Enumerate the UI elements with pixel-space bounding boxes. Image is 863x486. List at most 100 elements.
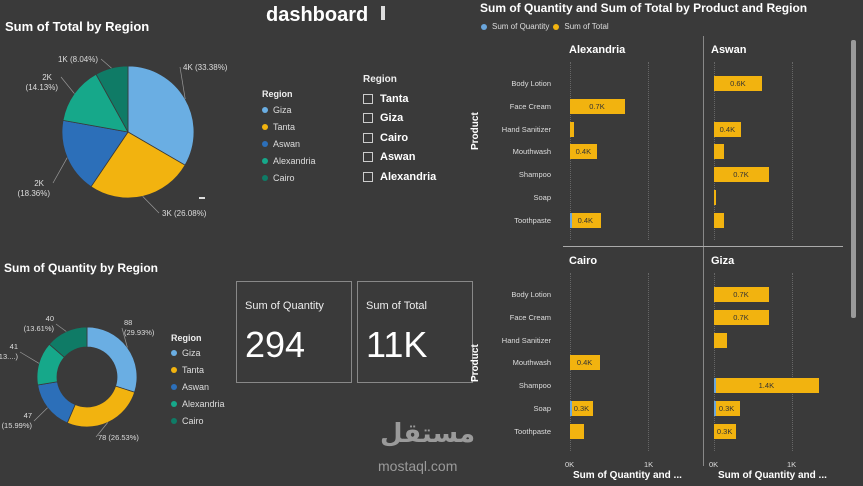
checkbox[interactable] (363, 113, 373, 124)
donut-chart[interactable]: 88(29.93%) 78 (26.53%) 47(15.99%) 41(13....… (0, 310, 170, 445)
pie-legend: Region Giza Tanta Aswan Alexandria Cairo (262, 89, 316, 186)
total-bar-aswan-hand-sanitizer[interactable] (714, 121, 742, 137)
checkbox[interactable] (363, 132, 373, 143)
title-cursor (381, 6, 385, 20)
total-bar-aswan-shampoo[interactable] (714, 167, 769, 183)
quantity-bar-giza-soap[interactable] (714, 401, 716, 416)
product-label-soap: Soap (533, 404, 551, 413)
slicer-option-tanta[interactable]: Tanta (363, 89, 436, 109)
total-bar-cairo-mouthwash[interactable] (570, 355, 600, 371)
leader-line (179, 66, 186, 100)
legend-item-tanta[interactable]: Tanta (262, 118, 316, 135)
donut-data-label: 78 (26.53%) (98, 433, 139, 442)
pie-data-label: 4K (33.38%) (183, 63, 228, 72)
product-label-mouthwash: Mouthwash (512, 358, 551, 368)
donut-slice-tanta[interactable] (66, 385, 136, 428)
total-bar-aswan-toothpaste[interactable] (714, 212, 725, 228)
donut-data-label: 41 (10, 342, 18, 351)
total-bar-giza-face-cream[interactable] (714, 309, 769, 325)
legend-item-alexandria[interactable]: Alexandria (171, 395, 225, 412)
leader-line (95, 422, 108, 438)
panel-divider-vertical (703, 36, 704, 466)
legend-item-cairo[interactable]: Cairo (171, 412, 225, 429)
total-bar-giza-soap[interactable] (714, 401, 740, 416)
legend-item-giza[interactable]: Giza (171, 344, 225, 361)
donut-data-label: (13....) (0, 352, 18, 361)
total-bar-giza-toothpaste[interactable] (714, 423, 736, 439)
donut-data-label: (29.93%) (124, 328, 155, 337)
pie-slice-giza[interactable] (127, 65, 195, 166)
card-value: 11K (366, 324, 428, 365)
sum-of-total-card[interactable]: Sum of Total 11K (357, 281, 473, 383)
total-bar-giza-shampoo[interactable] (714, 378, 820, 394)
product-label-face-cream: Face Cream (509, 101, 551, 111)
product-label-hand-sanitizer: Hand Sanitizer (501, 335, 551, 345)
vertical-scrollbar[interactable] (851, 40, 856, 318)
total-bar-aswan-soap[interactable] (714, 190, 716, 205)
slicer-option-alexandria[interactable]: Alexandria (363, 167, 436, 187)
legend-item-cairo[interactable]: Cairo (262, 169, 316, 186)
watermark-site: mostaql.com (378, 458, 458, 474)
total-bar-cairo-soap[interactable] (570, 401, 594, 416)
donut-slice-aswan[interactable] (37, 381, 76, 424)
checkbox[interactable] (363, 93, 373, 104)
legend-item-giza[interactable]: Giza (262, 101, 316, 118)
x-tick-0k-left: 0K (565, 460, 575, 469)
pie-slice-cairo[interactable] (95, 65, 129, 133)
slicer-option-giza[interactable]: Giza (363, 109, 436, 129)
quantity-bar-cairo-soap[interactable] (570, 401, 572, 416)
slicer-option-label: Tanta (380, 92, 409, 105)
donut-data-label: 88 (124, 318, 132, 327)
checkbox[interactable] (363, 171, 373, 182)
card-label: Sum of Quantity (245, 300, 324, 312)
legend-item-aswan[interactable]: Aswan (262, 135, 316, 152)
total-bar-aswan-mouthwash[interactable] (714, 144, 725, 160)
pie-slice-alexandria[interactable] (62, 73, 129, 133)
leader-line (55, 323, 67, 332)
total-bar-giza-body-lotion[interactable] (714, 287, 769, 302)
panel-title-aswan: Aswan (711, 44, 747, 56)
product-label-mouthwash: Mouthwash (512, 147, 551, 157)
bar-chart-legend: Sum of Quantity Sum of Total (481, 22, 609, 31)
legend-item-tanta[interactable]: Tanta (171, 361, 225, 378)
watermark-logo: مستقل (380, 418, 476, 448)
total-bar-cairo-toothpaste[interactable] (570, 423, 585, 439)
slicer-option-label: Aswan (380, 151, 416, 164)
bar-data-label: 0.4K (576, 358, 593, 368)
page-title: dashboard (266, 4, 369, 26)
bar-data-label: 0.6K (730, 79, 746, 88)
leader-line (100, 58, 112, 69)
product-label-shampoo: Shampoo (518, 170, 551, 180)
leader-line (60, 76, 75, 94)
pie-chart[interactable]: 4K (33.38%) 3K (26.08%) 2K (18.36%) 2K (14.13… (0, 40, 240, 230)
total-bar-aswan-body-lotion[interactable] (714, 76, 763, 91)
quantity-bar-giza-shampoo[interactable] (714, 378, 716, 394)
product-label-soap: Soap (533, 193, 551, 202)
total-bar-alexandria-toothpaste[interactable] (570, 212, 602, 228)
panel-title-cairo: Cairo (569, 255, 598, 267)
legend-dot (262, 157, 268, 164)
donut-data-label: (15.99%) (2, 421, 33, 430)
product-label-toothpaste: Toothpaste (514, 215, 551, 225)
legend-item-aswan[interactable]: Aswan (171, 378, 225, 395)
legend-dot (262, 140, 268, 147)
checkbox[interactable] (363, 152, 373, 163)
total-bar-alexandria-face-cream[interactable] (570, 98, 625, 114)
total-bar-alexandria-mouthwash[interactable] (570, 144, 598, 160)
slicer-option-aswan[interactable]: Aswan (363, 148, 436, 168)
donut-slice-cairo[interactable] (48, 326, 88, 358)
pie-focus-mark (199, 197, 205, 199)
gridline (648, 62, 649, 240)
x-tick-0k-right: 0K (709, 460, 719, 469)
legend-label: Aswan (273, 138, 301, 149)
total-bar-alexandria-hand-sanitizer[interactable] (570, 121, 574, 137)
legend-label: Giza (182, 347, 201, 358)
legend-item-alexandria[interactable]: Alexandria (262, 152, 316, 169)
legend-label: Alexandria (273, 155, 316, 166)
pie-data-label: 2K (14.13%) (26, 73, 59, 92)
quantity-bar-alexandria-toothpaste[interactable] (570, 212, 572, 228)
sum-of-quantity-card[interactable]: Sum of Quantity 294 (236, 281, 352, 383)
slicer-option-cairo[interactable]: Cairo (363, 128, 436, 148)
donut-chart-title: Sum of Quantity by Region (4, 261, 159, 275)
total-bar-giza-hand-sanitizer[interactable] (714, 332, 728, 348)
